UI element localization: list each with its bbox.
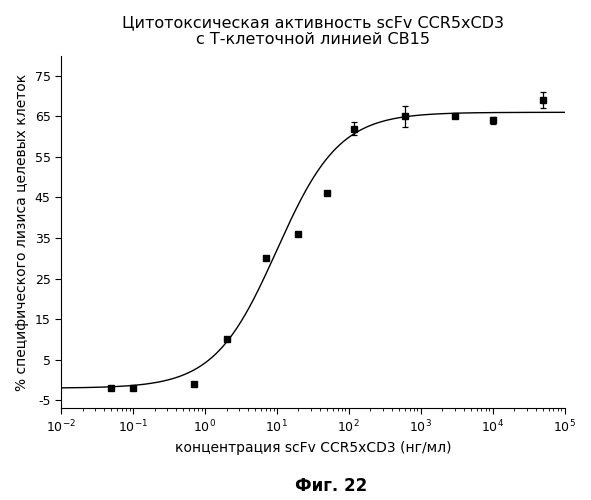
Title: Цитотоксическая активность scFv CCR5xCD3
с Т-клеточной линией CB15: Цитотоксическая активность scFv CCR5xCD3…: [122, 15, 504, 48]
Text: Фиг. 22: Фиг. 22: [295, 477, 367, 495]
X-axis label: концентрация scFv CCR5xCD3 (нг/мл): концентрация scFv CCR5xCD3 (нг/мл): [174, 441, 451, 455]
Y-axis label: % специфического лизиса целевых клеток: % специфического лизиса целевых клеток: [15, 74, 29, 390]
